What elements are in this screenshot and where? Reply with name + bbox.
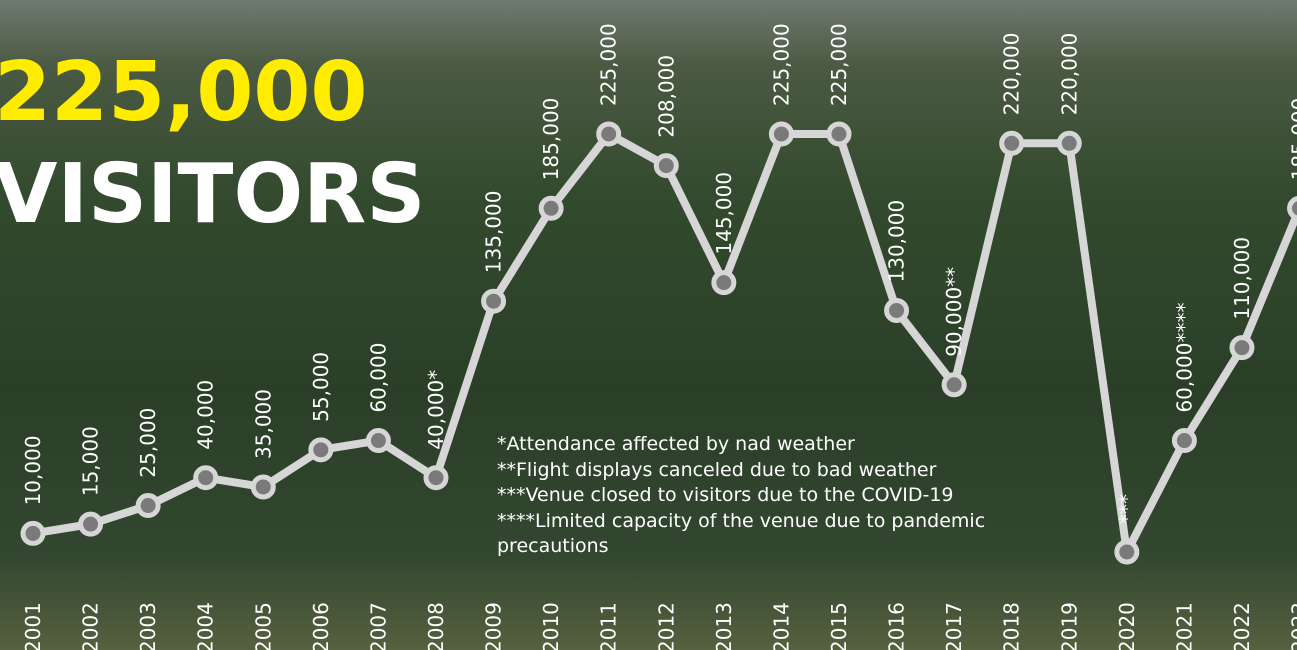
value-label: 208,000 — [654, 55, 678, 138]
value-label: 220,000 — [1057, 33, 1081, 116]
x-tick-label: 2001 — [21, 602, 45, 650]
point — [599, 124, 619, 144]
value-label: 225,000 — [827, 23, 851, 106]
point — [771, 124, 791, 144]
point — [1117, 542, 1137, 562]
point — [138, 496, 158, 516]
value-label: 135,000 — [482, 190, 506, 273]
x-tick-label: 2013 — [712, 602, 736, 650]
point — [541, 198, 561, 218]
value-label: 40,000* — [424, 370, 448, 450]
infographic: 225,000 VISITORS 2001 2002 2003 2004 2005 200… — [0, 0, 1297, 650]
value-label: 10,000 — [21, 435, 45, 505]
x-tick-label: 2010 — [539, 602, 563, 650]
value-label: 60,000 — [366, 343, 390, 413]
x-tick-label: 2022 — [1230, 602, 1254, 650]
point — [81, 514, 101, 534]
point — [1232, 338, 1252, 358]
value-label: 40,000 — [194, 380, 218, 450]
point — [656, 156, 676, 176]
x-tick-label: 2021 — [1172, 602, 1196, 650]
x-tick-label: 2003 — [136, 602, 160, 650]
point — [1002, 133, 1022, 153]
point — [1174, 431, 1194, 451]
footnotes: *Attendance affected by nad weather**Fli… — [497, 432, 1057, 560]
value-label: 130,000 — [885, 200, 909, 283]
x-tick-label: 2017 — [942, 602, 966, 650]
footnote: ***Venue closed to visitors due to the C… — [497, 483, 1057, 509]
value-label: *** — [1115, 494, 1139, 524]
point — [887, 300, 907, 320]
point — [196, 468, 216, 488]
value-label: 185,000 — [1288, 98, 1297, 181]
point — [426, 468, 446, 488]
x-tick-label: 2018 — [1000, 602, 1024, 650]
point — [253, 477, 273, 497]
x-tick-label: 2014 — [769, 602, 793, 650]
point — [1059, 133, 1079, 153]
point — [368, 431, 388, 451]
x-tick-label: 2020 — [1115, 602, 1139, 650]
point — [714, 273, 734, 293]
value-label: 90,000** — [942, 267, 966, 357]
x-tick-label: 2016 — [885, 602, 909, 650]
point — [484, 291, 504, 311]
value-label: 145,000 — [712, 172, 736, 255]
footnote: **Flight displays canceled due to bad we… — [497, 458, 1057, 484]
x-tick-label: 2009 — [482, 602, 506, 650]
x-tick-label: 2012 — [654, 602, 678, 650]
value-label: 110,000 — [1230, 237, 1254, 320]
x-tick-label: 2015 — [827, 602, 851, 650]
x-tick-label: 2023 — [1288, 602, 1297, 650]
point — [829, 124, 849, 144]
x-tick-label: 2005 — [251, 602, 275, 650]
headline-text: VISITORS — [0, 147, 425, 242]
x-tick-label: 2002 — [79, 602, 103, 650]
x-tick-label: 2006 — [309, 602, 333, 650]
point — [944, 375, 964, 395]
value-label: 220,000 — [1000, 33, 1024, 116]
x-tick-label: 2004 — [194, 602, 218, 650]
x-tick-label: 2011 — [597, 602, 621, 650]
x-tick-label: 2008 — [424, 602, 448, 650]
value-label: 55,000 — [309, 352, 333, 422]
point — [1290, 198, 1297, 218]
value-label: 225,000 — [769, 23, 793, 106]
x-tick-label: 2019 — [1057, 602, 1081, 650]
x-tick-label: 2007 — [366, 602, 390, 650]
footnote: *Attendance affected by nad weather — [497, 432, 1057, 458]
footnote: ****Limited capacity of the venue due to… — [497, 509, 1057, 560]
value-label: 185,000 — [539, 98, 563, 181]
point — [311, 440, 331, 460]
value-label: 35,000 — [251, 389, 275, 459]
headline-number: 225,000 — [0, 45, 367, 140]
value-label: 60,000**** — [1172, 303, 1196, 413]
point — [23, 523, 43, 543]
value-label: 15,000 — [79, 426, 103, 496]
value-label: 225,000 — [597, 23, 621, 106]
value-label: 25,000 — [136, 408, 160, 478]
